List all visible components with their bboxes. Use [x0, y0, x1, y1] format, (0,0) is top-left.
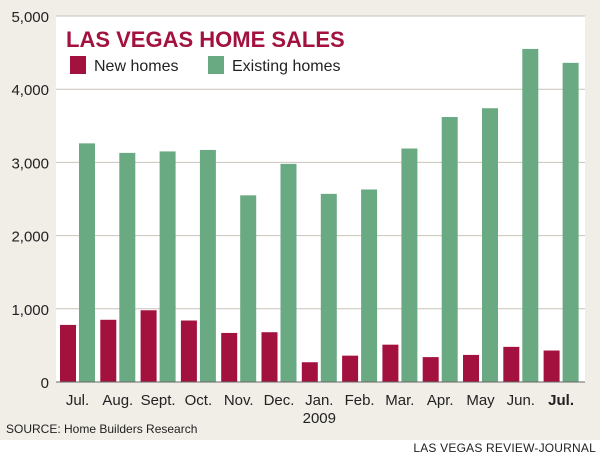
- bar-new-homes: [180, 320, 197, 382]
- legend-label: New homes: [94, 58, 178, 75]
- bar-new-homes: [503, 346, 520, 382]
- x-tick-label: Jul.: [66, 392, 89, 409]
- bar-new-homes: [100, 319, 117, 382]
- bar-new-homes: [301, 362, 318, 382]
- y-tick-label: 5,000: [11, 9, 49, 26]
- bar-new-homes: [382, 344, 399, 382]
- x-tick-label: May: [466, 392, 495, 409]
- bar-existing-homes: [280, 163, 297, 382]
- y-tick-label: 4,000: [11, 82, 49, 99]
- source-note: SOURCE: Home Builders Research: [6, 422, 197, 436]
- bar-new-homes: [221, 332, 238, 382]
- credit-bar: LAS VEGAS REVIEW-JOURNAL: [0, 440, 600, 458]
- x-tick-label: Aug.: [102, 392, 133, 409]
- year-label: 2009: [303, 410, 336, 427]
- bar-existing-homes: [240, 195, 257, 382]
- bar-existing-homes: [199, 149, 216, 382]
- legend-swatch-new-homes: [70, 56, 86, 74]
- legend-label: Existing homes: [232, 58, 341, 75]
- x-tick-label: Apr.: [427, 392, 454, 409]
- bar-existing-homes: [119, 152, 136, 382]
- publisher-credit: LAS VEGAS REVIEW-JOURNAL: [413, 441, 596, 455]
- bar-existing-homes: [441, 117, 458, 383]
- bar-new-homes: [261, 332, 278, 382]
- bar-existing-homes: [522, 48, 539, 382]
- bar-new-homes: [543, 350, 560, 382]
- y-tick-label: 0: [41, 375, 49, 392]
- bar-existing-homes: [401, 148, 418, 382]
- bar-existing-homes: [482, 108, 498, 383]
- bar-new-homes: [140, 310, 157, 382]
- bar-new-homes: [342, 355, 359, 382]
- x-tick-label: Oct.: [185, 392, 213, 409]
- bar-existing-homes: [79, 143, 95, 382]
- bar-existing-homes: [159, 151, 176, 382]
- legend-swatch-existing-homes: [208, 56, 224, 74]
- bar-existing-homes: [361, 189, 378, 382]
- x-tick-label: Jun.: [507, 392, 535, 409]
- bar-new-homes: [422, 357, 439, 382]
- y-tick-label: 2,000: [11, 229, 49, 246]
- x-tick-label: Nov.: [224, 392, 254, 409]
- bar-chart: 0 1,000 2,000 3,000 4,000 5,000 Jul. Aug. Sept. O…: [6, 9, 585, 436]
- bar-new-homes: [60, 324, 76, 382]
- chart-title: LAS VEGAS HOME SALES: [66, 27, 345, 52]
- x-tick-label: Mar.: [385, 392, 414, 409]
- bar-existing-homes: [562, 62, 579, 383]
- x-tick-label: Feb.: [345, 392, 375, 409]
- x-tick-label: Sept.: [141, 392, 176, 409]
- x-tick-label: Jul.: [548, 392, 574, 409]
- y-tick-label: 1,000: [11, 302, 49, 319]
- bar-new-homes: [463, 354, 479, 382]
- y-tick-label: 3,000: [11, 155, 49, 172]
- x-tick-label: Dec.: [264, 392, 295, 409]
- x-tick-label: Jan.: [305, 392, 333, 409]
- bar-existing-homes: [320, 193, 337, 382]
